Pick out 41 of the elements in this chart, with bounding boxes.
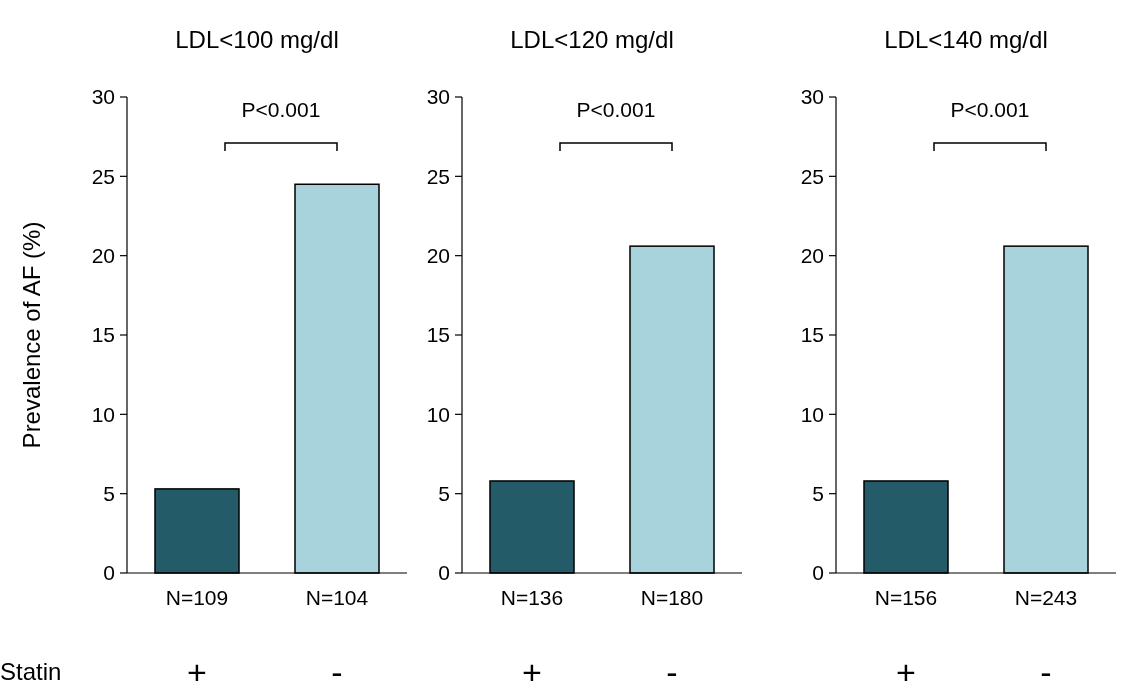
text: + bbox=[187, 652, 207, 689]
y-tick-label: 20 bbox=[426, 244, 450, 268]
x-tick-label: N=180 bbox=[640, 586, 704, 609]
y-tick-label: 10 bbox=[426, 402, 450, 426]
text: + bbox=[896, 652, 916, 689]
chart-title: LDL<100 mg/dl bbox=[175, 26, 339, 53]
text: - bbox=[331, 652, 343, 689]
annotation: P<0.001 bbox=[950, 98, 1030, 121]
y-tick-label: 0 bbox=[812, 561, 824, 585]
y-tick-label: 30 bbox=[91, 85, 115, 109]
y-tick-label: 0 bbox=[103, 561, 115, 585]
annotation: P<0.001 bbox=[576, 98, 656, 121]
x-axis-title: Statin bbox=[0, 658, 62, 686]
x-tick-label: N=136 bbox=[500, 586, 564, 609]
text: + bbox=[522, 652, 542, 689]
y-tick-label: 15 bbox=[800, 323, 824, 347]
y-tick-label: 5 bbox=[812, 482, 824, 506]
y-axis-title: Prevalence of AF (%) bbox=[18, 221, 45, 449]
x-tick-label: N=109 bbox=[165, 586, 229, 609]
y-tick-label: 15 bbox=[426, 323, 450, 347]
y-tick-label: 25 bbox=[426, 164, 450, 188]
y-tick-label: 20 bbox=[800, 244, 824, 268]
text: - bbox=[666, 652, 678, 689]
y-tick-label: 5 bbox=[438, 482, 450, 506]
y-tick-label: 25 bbox=[91, 164, 115, 188]
y-tick-label: 25 bbox=[800, 164, 824, 188]
y-tick-label: 30 bbox=[800, 85, 824, 109]
y-tick-label: 20 bbox=[91, 244, 115, 268]
y-tick-label: 10 bbox=[91, 402, 115, 426]
chart-title: LDL<120 mg/dl bbox=[510, 26, 674, 53]
y-tick-label: 15 bbox=[91, 323, 115, 347]
y-tick-label: 5 bbox=[103, 482, 115, 506]
x-tick-label: N=243 bbox=[1014, 586, 1078, 609]
text: - bbox=[1040, 652, 1052, 689]
y-tick-label: 0 bbox=[438, 561, 450, 585]
chart-title: LDL<140 mg/dl bbox=[884, 26, 1048, 53]
x-tick-label: N=104 bbox=[305, 586, 369, 609]
annotation: P<0.001 bbox=[241, 98, 321, 121]
x-tick-label: N=156 bbox=[874, 586, 938, 609]
y-tick-label: 10 bbox=[800, 402, 824, 426]
y-tick-label: 30 bbox=[426, 85, 450, 109]
